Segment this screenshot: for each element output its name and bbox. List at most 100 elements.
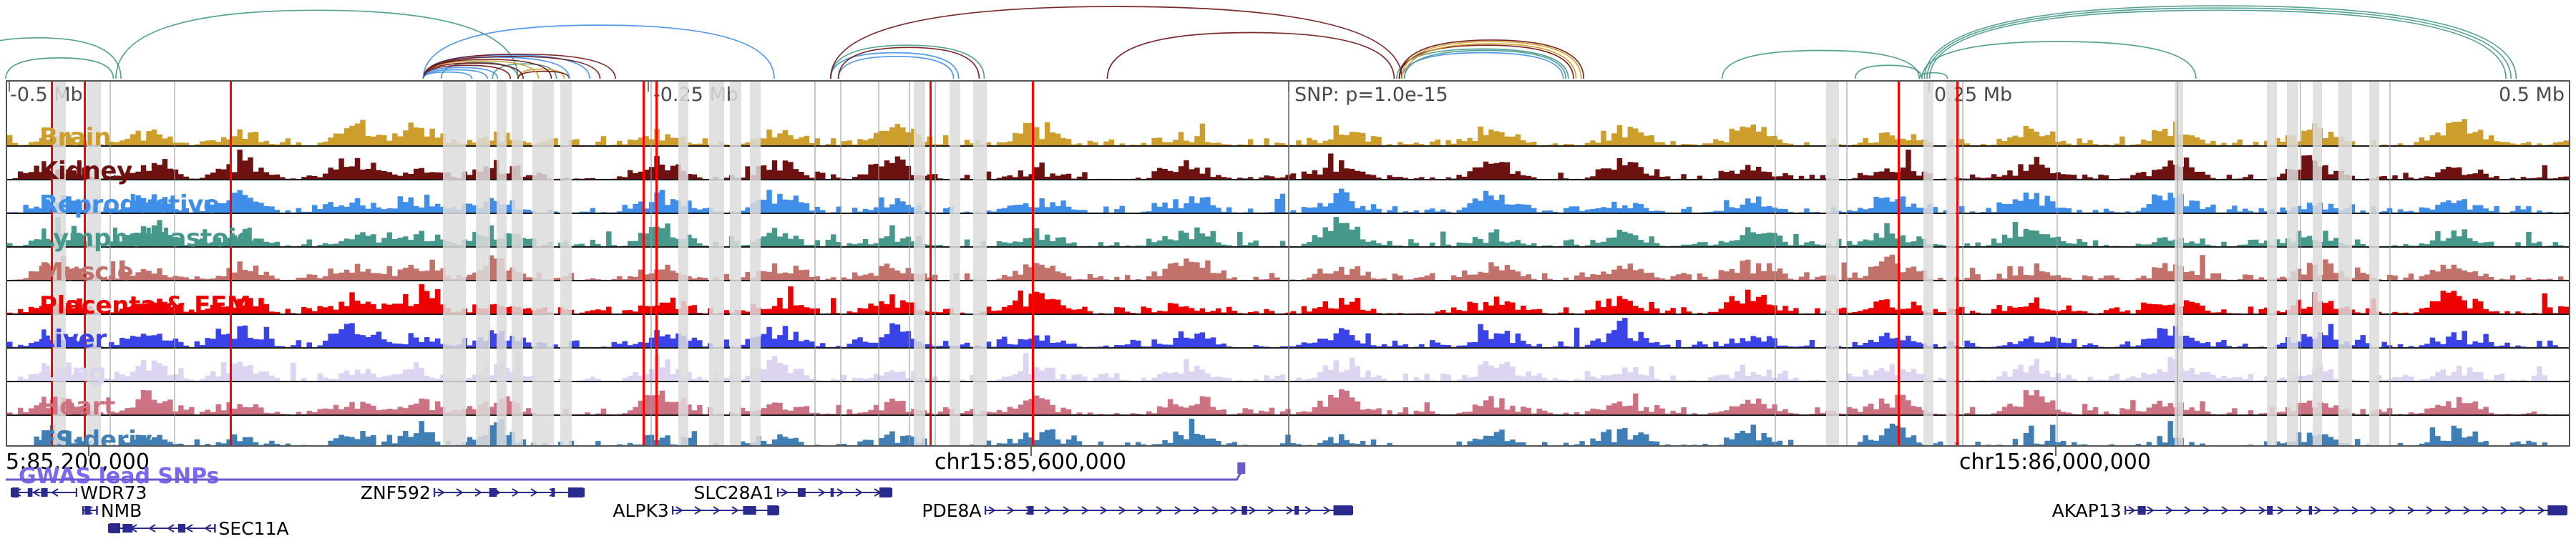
signal-Reproductive xyxy=(7,188,2569,213)
gwas-markers xyxy=(6,462,1246,481)
track-Muscle[interactable]: Muscle xyxy=(7,246,2569,284)
snp-legend-label: SNP: p=1.0e-15 xyxy=(1294,84,1448,106)
gene-annotation-track[interactable]: WDR73 ZNF592 SLC28A1 NMB ALPK3 PDE8A AKAP13 SEC… xyxy=(6,482,2570,539)
arc xyxy=(422,71,473,79)
gene-SEC11A[interactable]: SEC11A xyxy=(108,518,289,539)
arc xyxy=(1918,72,1948,79)
gene-WDR73[interactable]: WDR73 xyxy=(11,482,147,503)
signal-path xyxy=(7,284,2569,314)
arc xyxy=(517,68,565,79)
gene-ZNF592[interactable]: ZNF592 xyxy=(361,482,585,503)
track-PlacentaEEM[interactable]: Placenta & EEM xyxy=(7,280,2569,318)
arc xyxy=(422,55,601,79)
arc xyxy=(517,70,570,79)
track-label-Heart: Heart xyxy=(39,392,115,421)
signal-path xyxy=(23,419,2569,445)
arc xyxy=(1721,49,1921,79)
arc xyxy=(422,67,499,79)
arc xyxy=(0,37,122,79)
track-label-Reproductive: Reproductive xyxy=(39,190,220,219)
arc xyxy=(1921,41,2197,79)
arc xyxy=(829,52,960,79)
gene-ALPK3[interactable]: ALPK3 xyxy=(613,500,780,521)
ruler-label-1: -0.25 Mb xyxy=(653,84,738,106)
arc xyxy=(422,53,616,79)
signal-ESderiv xyxy=(23,419,2569,445)
arc xyxy=(422,69,488,79)
track-Heart[interactable]: Heart xyxy=(7,381,2569,419)
coordinate-axis: 5:85,200,000 chr15:85,600,000 chr15:86,000… xyxy=(6,447,2570,480)
signal-path xyxy=(7,254,2569,280)
arc xyxy=(1106,31,1395,79)
ruler-tick-2 xyxy=(1928,82,1930,92)
signal-path xyxy=(7,119,2569,145)
gene-AKAP13[interactable]: AKAP13 xyxy=(2052,500,2567,521)
track-Lymphoblastoid[interactable]: Lymphoblastoid xyxy=(7,213,2569,251)
arc xyxy=(1398,44,1574,79)
gwas-connector xyxy=(6,472,1242,481)
arc xyxy=(829,44,985,79)
gene-label-SLC28A1: SLC28A1 xyxy=(693,482,774,503)
signal-Heart xyxy=(7,389,2569,414)
arc xyxy=(1928,9,2507,79)
signal-Kidney xyxy=(7,150,2569,179)
snp-legend-tick xyxy=(1288,82,1289,92)
track-label-Lymphoblastoid: Lymphoblastoid xyxy=(39,224,254,253)
track-Liver[interactable]: Liver xyxy=(7,314,2569,351)
ruler-label-3: 0.5 Mb xyxy=(2499,84,2565,106)
track-label-PlacentaEEM: Placenta & EEM xyxy=(39,291,251,320)
signal-Lung xyxy=(7,351,2569,381)
track-label-ESderiv: ES-deriv xyxy=(39,426,152,445)
track-Brain[interactable]: Brain xyxy=(7,112,2569,150)
gene-label-AKAP13: AKAP13 xyxy=(2051,500,2122,521)
gene-row-2: SEC11A xyxy=(6,518,2570,539)
ruler-label-2: 0.25 Mb xyxy=(1934,84,2013,106)
arc xyxy=(115,9,519,79)
signal-path xyxy=(7,318,2569,347)
gene-label-NMB: NMB xyxy=(100,500,142,521)
track-Reproductive[interactable]: Reproductive xyxy=(7,179,2569,217)
arc xyxy=(1926,7,2512,79)
arc xyxy=(837,55,955,79)
track-ESderiv[interactable]: ES-deriv xyxy=(7,414,2569,445)
gwas-snp-marker[interactable] xyxy=(1237,462,1246,474)
arc xyxy=(1403,43,1577,79)
ruler-tick-1 xyxy=(648,82,649,92)
signal-Liver xyxy=(7,318,2569,347)
ruler: -0.5 Mb -0.25 Mb 0.25 Mb 0.5 Mb SNP: p=1.0e-… xyxy=(7,82,2569,112)
tracks-container: Brain Kidney Reproductive Lymphoblastoid… xyxy=(7,112,2569,445)
signal-Brain xyxy=(7,119,2569,145)
gene-row-0: WDR73 ZNF592 SLC28A1 xyxy=(6,482,2570,503)
arc xyxy=(829,6,1402,79)
gene-row-1: NMB ALPK3 PDE8A AKAP13 xyxy=(6,500,2570,521)
arc xyxy=(1403,49,1567,79)
track-label-Brain: Brain xyxy=(39,123,111,152)
arc xyxy=(837,47,980,79)
signal-path xyxy=(7,188,2569,213)
signal-PlacentaEEM xyxy=(7,284,2569,314)
gene-label-ALPK3: ALPK3 xyxy=(613,500,669,521)
arc xyxy=(1854,64,1923,79)
gene-NMB[interactable]: NMB xyxy=(82,500,142,521)
coord-tick-1 xyxy=(1030,447,1032,456)
gene-label-WDR73: WDR73 xyxy=(80,482,147,503)
gene-SLC28A1[interactable]: SLC28A1 xyxy=(694,482,892,503)
gene-PDE8A[interactable]: PDE8A xyxy=(922,500,1354,521)
track-Lung[interactable]: Lung xyxy=(7,347,2569,385)
ruler-label-0: -0.5 Mb xyxy=(10,84,83,106)
arc xyxy=(1398,39,1585,79)
signal-path xyxy=(7,351,2569,381)
track-Kidney[interactable]: Kidney xyxy=(7,145,2569,183)
signal-path xyxy=(7,217,2569,246)
signal-track-panel[interactable]: -0.5 Mb -0.25 Mb 0.25 Mb 0.5 Mb SNP: p=1.0e-… xyxy=(6,80,2570,447)
track-label-Liver: Liver xyxy=(39,325,107,354)
signal-path xyxy=(7,389,2569,414)
signal-Muscle xyxy=(7,254,2569,280)
gene-label-SEC11A: SEC11A xyxy=(218,518,289,539)
arc xyxy=(1401,41,1582,79)
gene-label-PDE8A: PDE8A xyxy=(922,500,982,521)
arc xyxy=(422,64,512,79)
arc xyxy=(1923,5,2517,79)
gwas-lead-snps-track[interactable]: GWAS lead SNPs xyxy=(6,462,2570,489)
